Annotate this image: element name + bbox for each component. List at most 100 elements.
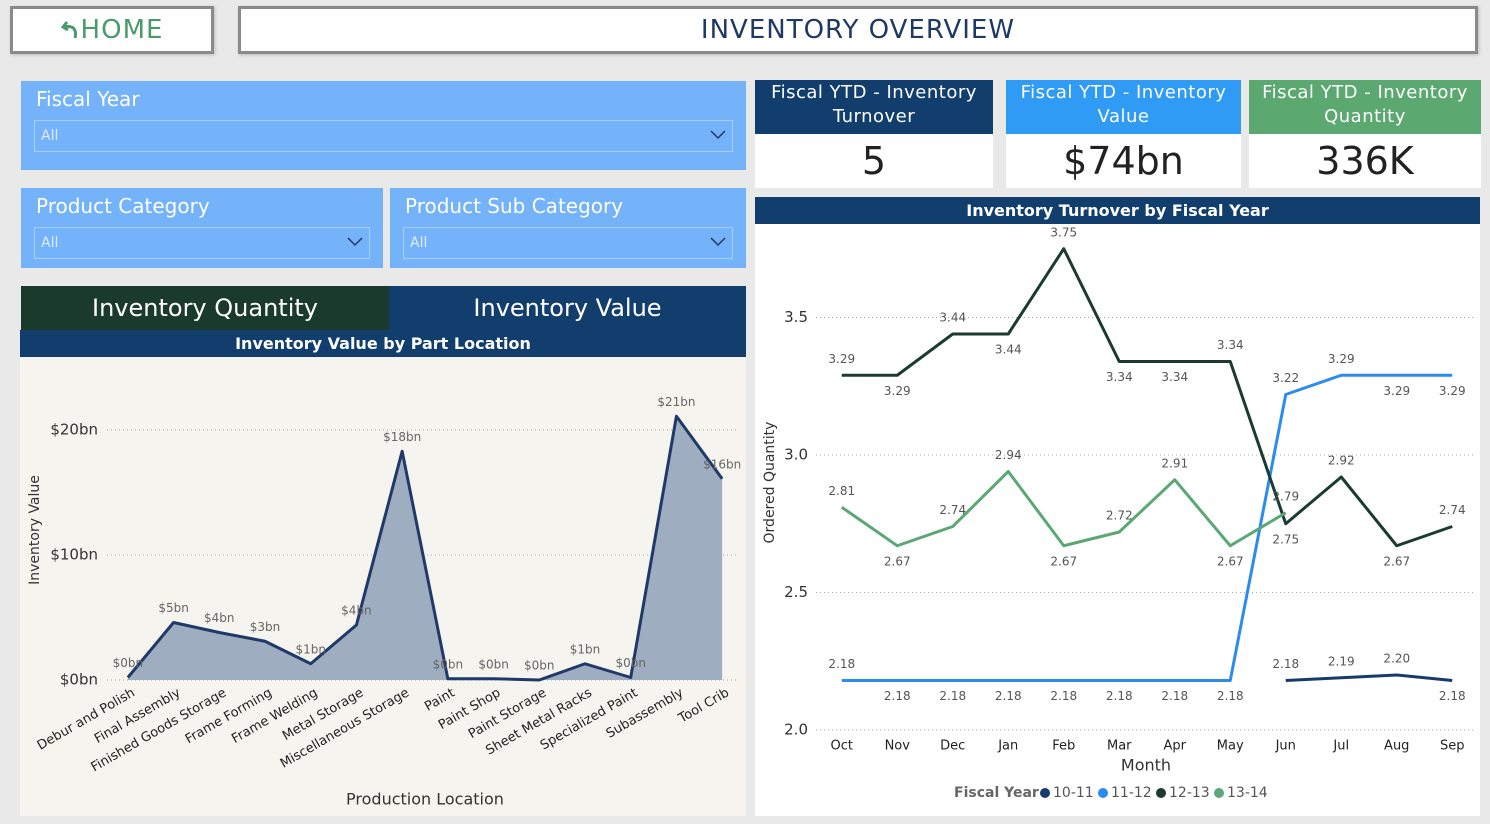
legend-marker [1214, 788, 1224, 798]
data-label: $0bn [433, 657, 464, 671]
kpi-title: Fiscal YTD - Inventory Quantity [1249, 80, 1481, 134]
kpi-title: Fiscal YTD - Inventory Turnover [755, 80, 993, 134]
data-label: 2.18 [1217, 689, 1244, 703]
data-label: 3.34 [1161, 370, 1188, 384]
dropdown-value: All [41, 128, 59, 144]
data-label: 3.44 [995, 343, 1022, 357]
x-axis-title: Production Location [346, 790, 504, 809]
data-label: $21bn [657, 395, 695, 409]
data-label: 2.79 [1272, 489, 1299, 503]
data-label: $5bn [158, 601, 189, 615]
data-label: 2.18 [828, 657, 855, 671]
x-tick-label: Jun [1275, 739, 1296, 754]
data-label: 3.29 [828, 352, 855, 366]
filter-panel: Product Category All [21, 188, 383, 268]
x-tick-label: Mar [1107, 739, 1132, 754]
y-tick-label: 2.0 [784, 721, 808, 739]
kpi-title: Fiscal YTD - Inventory Value [1006, 80, 1241, 134]
data-label: 2.74 [1439, 503, 1466, 517]
data-label: 3.75 [1050, 225, 1077, 239]
dropdown[interactable]: All [34, 227, 370, 259]
data-label: 2.72 [1106, 509, 1133, 523]
data-label: 2.19 [1328, 654, 1355, 668]
legend-marker [1040, 788, 1050, 798]
data-label: 2.18 [1161, 689, 1188, 703]
y-tick-label: 2.5 [784, 583, 808, 601]
data-label: $16bn [703, 457, 741, 471]
chevron [347, 237, 363, 247]
data-label: 2.20 [1383, 652, 1410, 666]
area-chart: $0bn $10bn $20bn Inventory Value Production … [27, 395, 741, 809]
y-tick-label: 3.5 [784, 308, 808, 326]
legend-label: 11-12 [1111, 785, 1152, 801]
dropdown[interactable]: All [34, 120, 733, 152]
data-label: 2.91 [1161, 456, 1188, 470]
line [1285, 673, 1453, 682]
y-tick-label: 3.0 [784, 446, 808, 464]
x-tick-label: Sep [1440, 739, 1465, 754]
y-axis-title: Ordered Quantity [762, 422, 778, 544]
kpi-card: Fiscal YTD - Inventory Turnover 5 [755, 80, 993, 188]
home-label: HOME [80, 15, 164, 45]
x-tick-label: Apr [1164, 739, 1187, 754]
home-button[interactable]: HOME [10, 6, 214, 54]
legend-label: 13-14 [1227, 785, 1268, 801]
kpi-card: Fiscal YTD - Inventory Value $74bn [1006, 80, 1241, 188]
data-label: 2.94 [995, 448, 1022, 462]
tab[interactable]: Inventory Quantity [21, 286, 389, 330]
chart-title: Inventory Turnover by Fiscal Year [755, 197, 1480, 224]
x-tick-label: Subassembly [604, 685, 687, 741]
data-label: 3.29 [1328, 352, 1355, 366]
data-label: 2.67 [1050, 554, 1077, 568]
filter-label: Product Category [36, 194, 210, 218]
data-label: 2.67 [1217, 554, 1244, 568]
data-label: $0bn [478, 657, 509, 671]
title-box: INVENTORY OVERVIEW [238, 6, 1478, 54]
chart-panel: Inventory Value by Part Location [20, 330, 746, 816]
data-label: 2.18 [939, 689, 966, 703]
y-tick-label: $10bn [50, 546, 98, 564]
dropdown-value: All [41, 235, 59, 251]
page-title: INVENTORY OVERVIEW [700, 15, 1016, 45]
data-label: $0bn [524, 659, 555, 673]
chevron [710, 237, 726, 247]
kpi-value: 336K [1249, 134, 1481, 188]
data-label: 3.29 [1439, 384, 1466, 398]
filter-label: Fiscal Year [36, 87, 140, 111]
chevron [710, 130, 726, 140]
legend-label: 10-11 [1053, 785, 1094, 801]
chart-panel: Inventory Turnover by Fiscal Year [755, 197, 1480, 816]
legend-title: Fiscal Year [954, 785, 1039, 801]
kpi-value: 5 [755, 134, 993, 188]
data-label: 2.74 [939, 503, 966, 517]
data-label: $4bn [341, 604, 372, 618]
kpi-card: Fiscal YTD - Inventory Quantity 336K [1249, 80, 1481, 188]
x-tick-label: Dec [940, 739, 965, 754]
x-tick-label: Aug [1384, 739, 1409, 754]
dropdown-value: All [410, 235, 428, 251]
dropdown[interactable]: All [403, 227, 733, 259]
filter-label: Product Sub Category [405, 194, 624, 218]
home-icon [60, 21, 77, 39]
line [841, 247, 1453, 548]
legend-label: 12-13 [1169, 785, 1210, 801]
area-line [126, 414, 724, 682]
y-axis-title: Inventory Value [27, 475, 43, 585]
data-label: 3.44 [939, 311, 966, 325]
data-label: 3.34 [1106, 370, 1133, 384]
legend-marker [1156, 788, 1166, 798]
y-tick-label: $20bn [50, 421, 98, 439]
data-label: 2.18 [1106, 689, 1133, 703]
data-label: 3.34 [1217, 338, 1244, 352]
data-label: 2.92 [1328, 454, 1355, 468]
data-label: 2.18 [995, 689, 1022, 703]
data-label: $0bn [615, 656, 646, 670]
data-label: $1bn [570, 642, 601, 656]
data-label: 2.81 [828, 484, 855, 498]
data-label: 2.67 [1383, 554, 1410, 568]
data-label: 2.18 [1439, 689, 1466, 703]
x-tick-label: Tool Crib [675, 686, 732, 727]
tab[interactable]: Inventory Value [389, 286, 746, 330]
filter-panel: Product Sub Category All [390, 188, 746, 268]
